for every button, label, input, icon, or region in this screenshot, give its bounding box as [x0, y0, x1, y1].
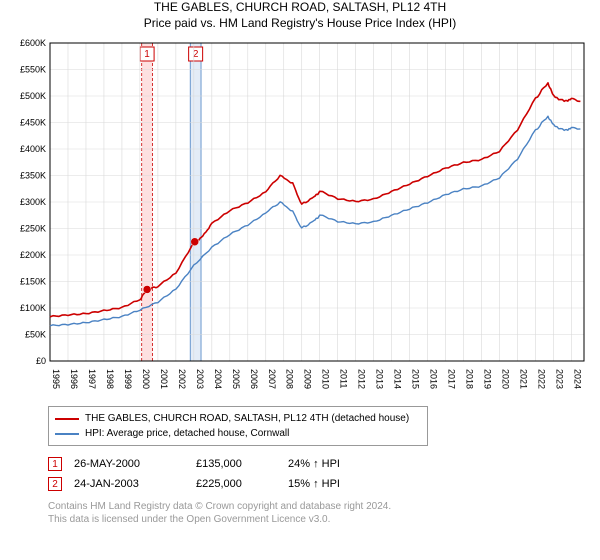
legend-swatch-property [55, 418, 79, 420]
legend-row-hpi: HPI: Average price, detached house, Corn… [55, 426, 421, 441]
svg-text:2024: 2024 [572, 369, 582, 389]
svg-text:£0: £0 [36, 356, 46, 366]
svg-text:£200K: £200K [20, 250, 46, 260]
svg-text:2007: 2007 [267, 369, 277, 389]
svg-text:2022: 2022 [536, 369, 546, 389]
svg-text:1997: 1997 [87, 369, 97, 389]
page-title-line1: THE GABLES, CHURCH ROAD, SALTASH, PL12 4… [0, 0, 600, 16]
svg-text:£400K: £400K [20, 144, 46, 154]
svg-text:2016: 2016 [429, 369, 439, 389]
svg-text:£250K: £250K [20, 224, 46, 234]
svg-text:£300K: £300K [20, 197, 46, 207]
page-title-line2: Price paid vs. HM Land Registry's House … [0, 16, 600, 32]
footer: Contains HM Land Registry data © Crown c… [48, 500, 600, 526]
svg-text:2018: 2018 [465, 369, 475, 389]
svg-text:2011: 2011 [339, 369, 349, 388]
svg-text:2013: 2013 [375, 369, 385, 389]
svg-text:2023: 2023 [554, 369, 564, 389]
svg-text:2009: 2009 [303, 369, 313, 389]
legend: THE GABLES, CHURCH ROAD, SALTASH, PL12 4… [48, 406, 428, 446]
svg-text:1996: 1996 [69, 369, 79, 389]
svg-text:£600K: £600K [20, 38, 46, 48]
svg-text:2017: 2017 [447, 369, 457, 389]
svg-text:2004: 2004 [213, 369, 223, 389]
sale-hpi-delta: 24% ↑ HPI [288, 458, 388, 470]
svg-text:2006: 2006 [249, 369, 259, 389]
svg-text:2008: 2008 [285, 369, 295, 389]
svg-text:£100K: £100K [20, 303, 46, 313]
svg-text:2002: 2002 [177, 369, 187, 389]
sales-table: 1 26-MAY-2000 £135,000 24% ↑ HPI 2 24-JA… [48, 454, 600, 494]
svg-text:1998: 1998 [105, 369, 115, 389]
sale-price: £225,000 [196, 478, 276, 490]
legend-label-hpi: HPI: Average price, detached house, Corn… [85, 426, 289, 441]
svg-text:£450K: £450K [20, 118, 46, 128]
svg-text:£550K: £550K [20, 65, 46, 75]
svg-text:2015: 2015 [411, 369, 421, 389]
chart-area: 12£0£50K£100K£150K£200K£250K£300K£350K£4… [8, 35, 592, 400]
footer-line2: This data is licensed under the Open Gov… [48, 513, 600, 526]
svg-text:1995: 1995 [51, 369, 61, 389]
svg-text:£350K: £350K [20, 171, 46, 181]
table-row: 2 24-JAN-2003 £225,000 15% ↑ HPI [48, 474, 600, 494]
sale-hpi-delta: 15% ↑ HPI [288, 478, 388, 490]
svg-text:2020: 2020 [500, 369, 510, 389]
svg-text:1: 1 [144, 49, 150, 60]
legend-row-property: THE GABLES, CHURCH ROAD, SALTASH, PL12 4… [55, 411, 421, 426]
legend-label-property: THE GABLES, CHURCH ROAD, SALTASH, PL12 4… [85, 411, 409, 426]
price-chart: 12£0£50K£100K£150K£200K£250K£300K£350K£4… [8, 35, 592, 395]
table-row: 1 26-MAY-2000 £135,000 24% ↑ HPI [48, 454, 600, 474]
svg-text:£150K: £150K [20, 277, 46, 287]
svg-text:2021: 2021 [518, 369, 528, 389]
sale-date: 26-MAY-2000 [74, 458, 184, 470]
sale-marker-2: 2 [48, 477, 62, 491]
footer-line1: Contains HM Land Registry data © Crown c… [48, 500, 600, 513]
svg-text:2003: 2003 [195, 369, 205, 389]
sale-price: £135,000 [196, 458, 276, 470]
svg-text:£500K: £500K [20, 91, 46, 101]
svg-text:2014: 2014 [393, 369, 403, 389]
sale-date: 24-JAN-2003 [74, 478, 184, 490]
svg-text:2001: 2001 [159, 369, 169, 389]
svg-text:£50K: £50K [25, 330, 46, 340]
svg-text:2012: 2012 [357, 369, 367, 389]
sale-marker-1: 1 [48, 457, 62, 471]
svg-text:2005: 2005 [231, 369, 241, 389]
svg-text:1999: 1999 [123, 369, 133, 389]
legend-swatch-hpi [55, 433, 79, 435]
svg-text:2010: 2010 [321, 369, 331, 389]
svg-text:2019: 2019 [483, 369, 493, 389]
svg-text:2000: 2000 [141, 369, 151, 389]
